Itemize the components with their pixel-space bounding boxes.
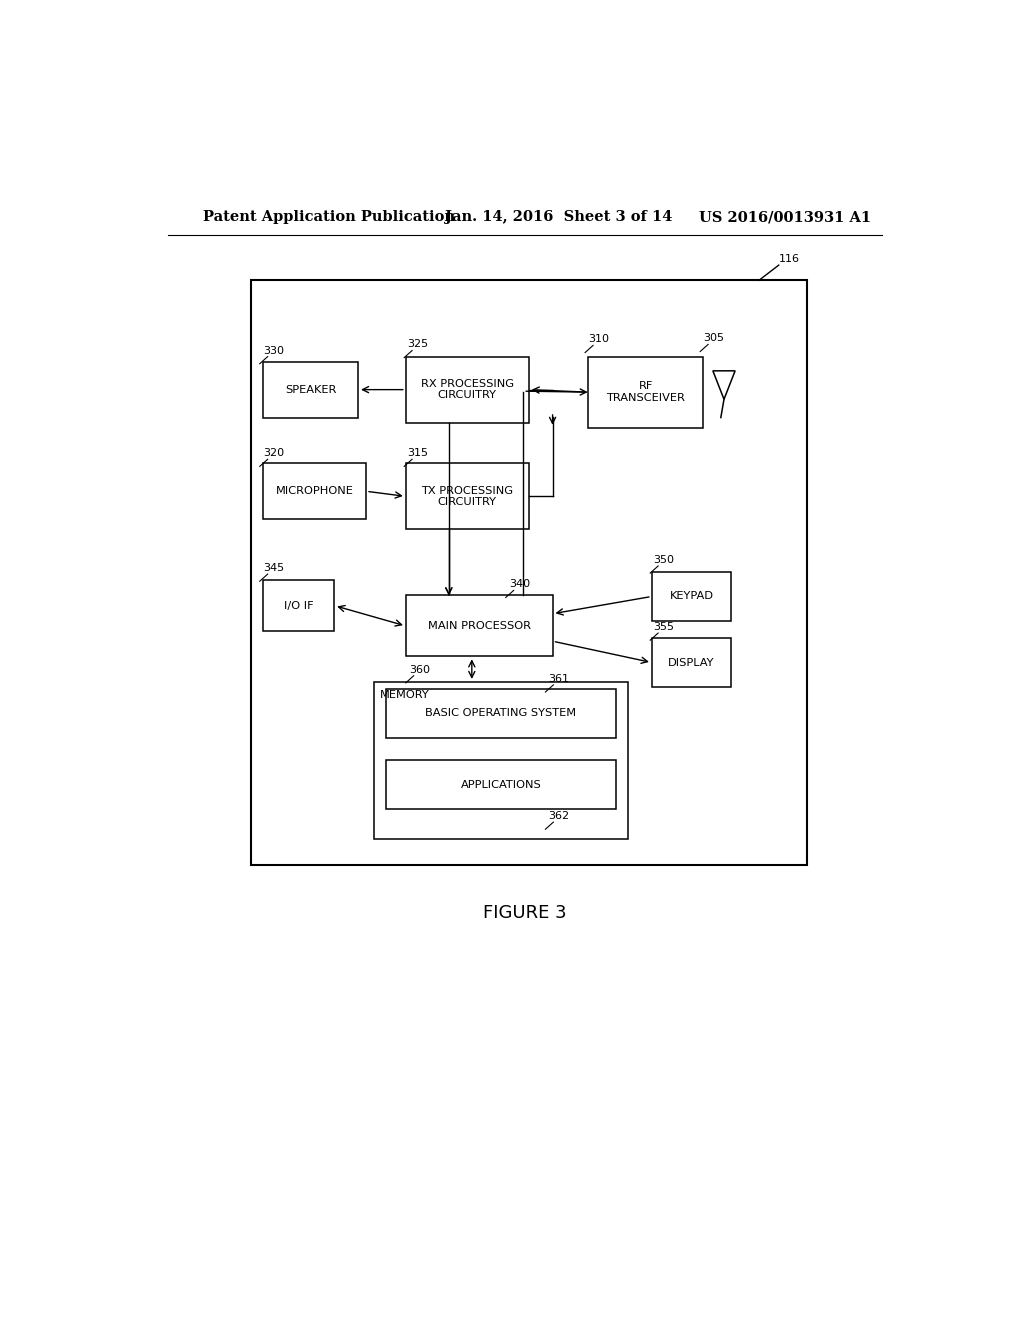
Bar bbox=[588, 356, 703, 428]
Polygon shape bbox=[713, 371, 735, 399]
Text: TX PROCESSING
CIRCUITRY: TX PROCESSING CIRCUITRY bbox=[421, 486, 513, 507]
Text: 330: 330 bbox=[263, 346, 284, 355]
Bar bbox=[406, 356, 528, 422]
Text: MAIN PROCESSOR: MAIN PROCESSOR bbox=[428, 620, 530, 631]
Bar bbox=[652, 572, 731, 620]
Text: SPEAKER: SPEAKER bbox=[285, 384, 336, 395]
Bar bbox=[406, 595, 553, 656]
Text: Patent Application Publication: Patent Application Publication bbox=[204, 210, 456, 224]
Text: 325: 325 bbox=[408, 339, 428, 350]
Bar bbox=[652, 638, 731, 686]
Text: KEYPAD: KEYPAD bbox=[670, 591, 714, 602]
Text: FIGURE 3: FIGURE 3 bbox=[483, 904, 566, 921]
Text: 361: 361 bbox=[549, 675, 569, 684]
Text: 116: 116 bbox=[778, 255, 800, 264]
Bar bbox=[251, 280, 807, 865]
Text: US 2016/0013931 A1: US 2016/0013931 A1 bbox=[699, 210, 871, 224]
Text: MICROPHONE: MICROPHONE bbox=[275, 486, 353, 496]
Bar bbox=[374, 682, 628, 840]
Text: Jan. 14, 2016  Sheet 3 of 14: Jan. 14, 2016 Sheet 3 of 14 bbox=[445, 210, 673, 224]
Text: MEMORY: MEMORY bbox=[380, 690, 430, 700]
Text: 310: 310 bbox=[588, 334, 609, 345]
Text: 355: 355 bbox=[653, 622, 675, 632]
Text: 305: 305 bbox=[703, 334, 724, 343]
Text: I/O IF: I/O IF bbox=[284, 601, 313, 611]
Text: 320: 320 bbox=[263, 449, 284, 458]
Bar bbox=[263, 463, 367, 519]
Bar bbox=[386, 760, 616, 809]
Text: 360: 360 bbox=[409, 665, 430, 675]
Bar bbox=[263, 581, 334, 631]
Text: 350: 350 bbox=[653, 554, 675, 565]
Text: BASIC OPERATING SYSTEM: BASIC OPERATING SYSTEM bbox=[425, 709, 577, 718]
Text: 340: 340 bbox=[509, 579, 530, 589]
Bar bbox=[386, 689, 616, 738]
Bar bbox=[263, 362, 358, 417]
Bar bbox=[406, 463, 528, 529]
Text: RX PROCESSING
CIRCUITRY: RX PROCESSING CIRCUITRY bbox=[421, 379, 514, 400]
Text: 362: 362 bbox=[549, 810, 569, 821]
Text: APPLICATIONS: APPLICATIONS bbox=[461, 780, 542, 789]
Text: RF
TRANSCEIVER: RF TRANSCEIVER bbox=[606, 381, 685, 403]
Text: 345: 345 bbox=[263, 564, 284, 573]
Text: 315: 315 bbox=[408, 449, 428, 458]
Text: DISPLAY: DISPLAY bbox=[669, 657, 715, 668]
